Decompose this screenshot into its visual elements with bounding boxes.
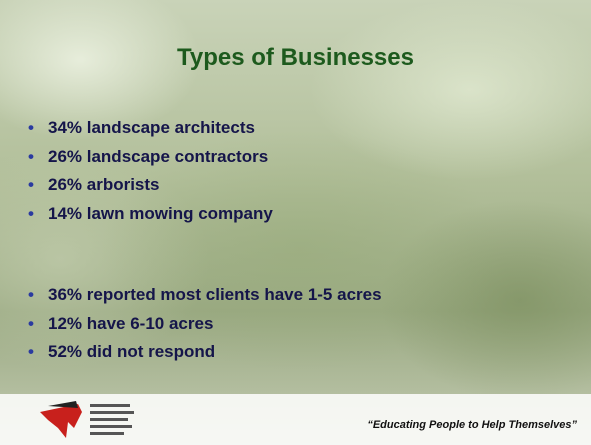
bullet-list: 36% reported most clients have 1-5 acres… [28, 281, 382, 367]
bullet: 34% landscape architects [28, 114, 273, 143]
logo-map-top [48, 401, 78, 408]
bullet: 52% did not respond [28, 338, 382, 367]
slide-title: Types of Businesses [0, 44, 591, 72]
logo-map [40, 404, 82, 438]
logo-line [90, 425, 132, 428]
logo-line [90, 411, 134, 414]
logo-line [90, 432, 124, 435]
bullet-list: 34% landscape architects 26% landscape c… [28, 114, 273, 228]
bullet: 26% arborists [28, 171, 273, 200]
footer-tagline: “Educating People to Help Themselves” [367, 419, 577, 431]
slide: Types of Businesses 34% landscape archit… [0, 0, 591, 445]
bullet: 36% reported most clients have 1-5 acres [28, 281, 382, 310]
bullet: 14% lawn mowing company [28, 200, 273, 229]
bullet: 26% landscape contractors [28, 143, 273, 172]
logo-line [90, 404, 130, 407]
logo [38, 398, 138, 442]
logo-line [90, 418, 128, 421]
bullet: 12% have 6-10 acres [28, 310, 382, 339]
